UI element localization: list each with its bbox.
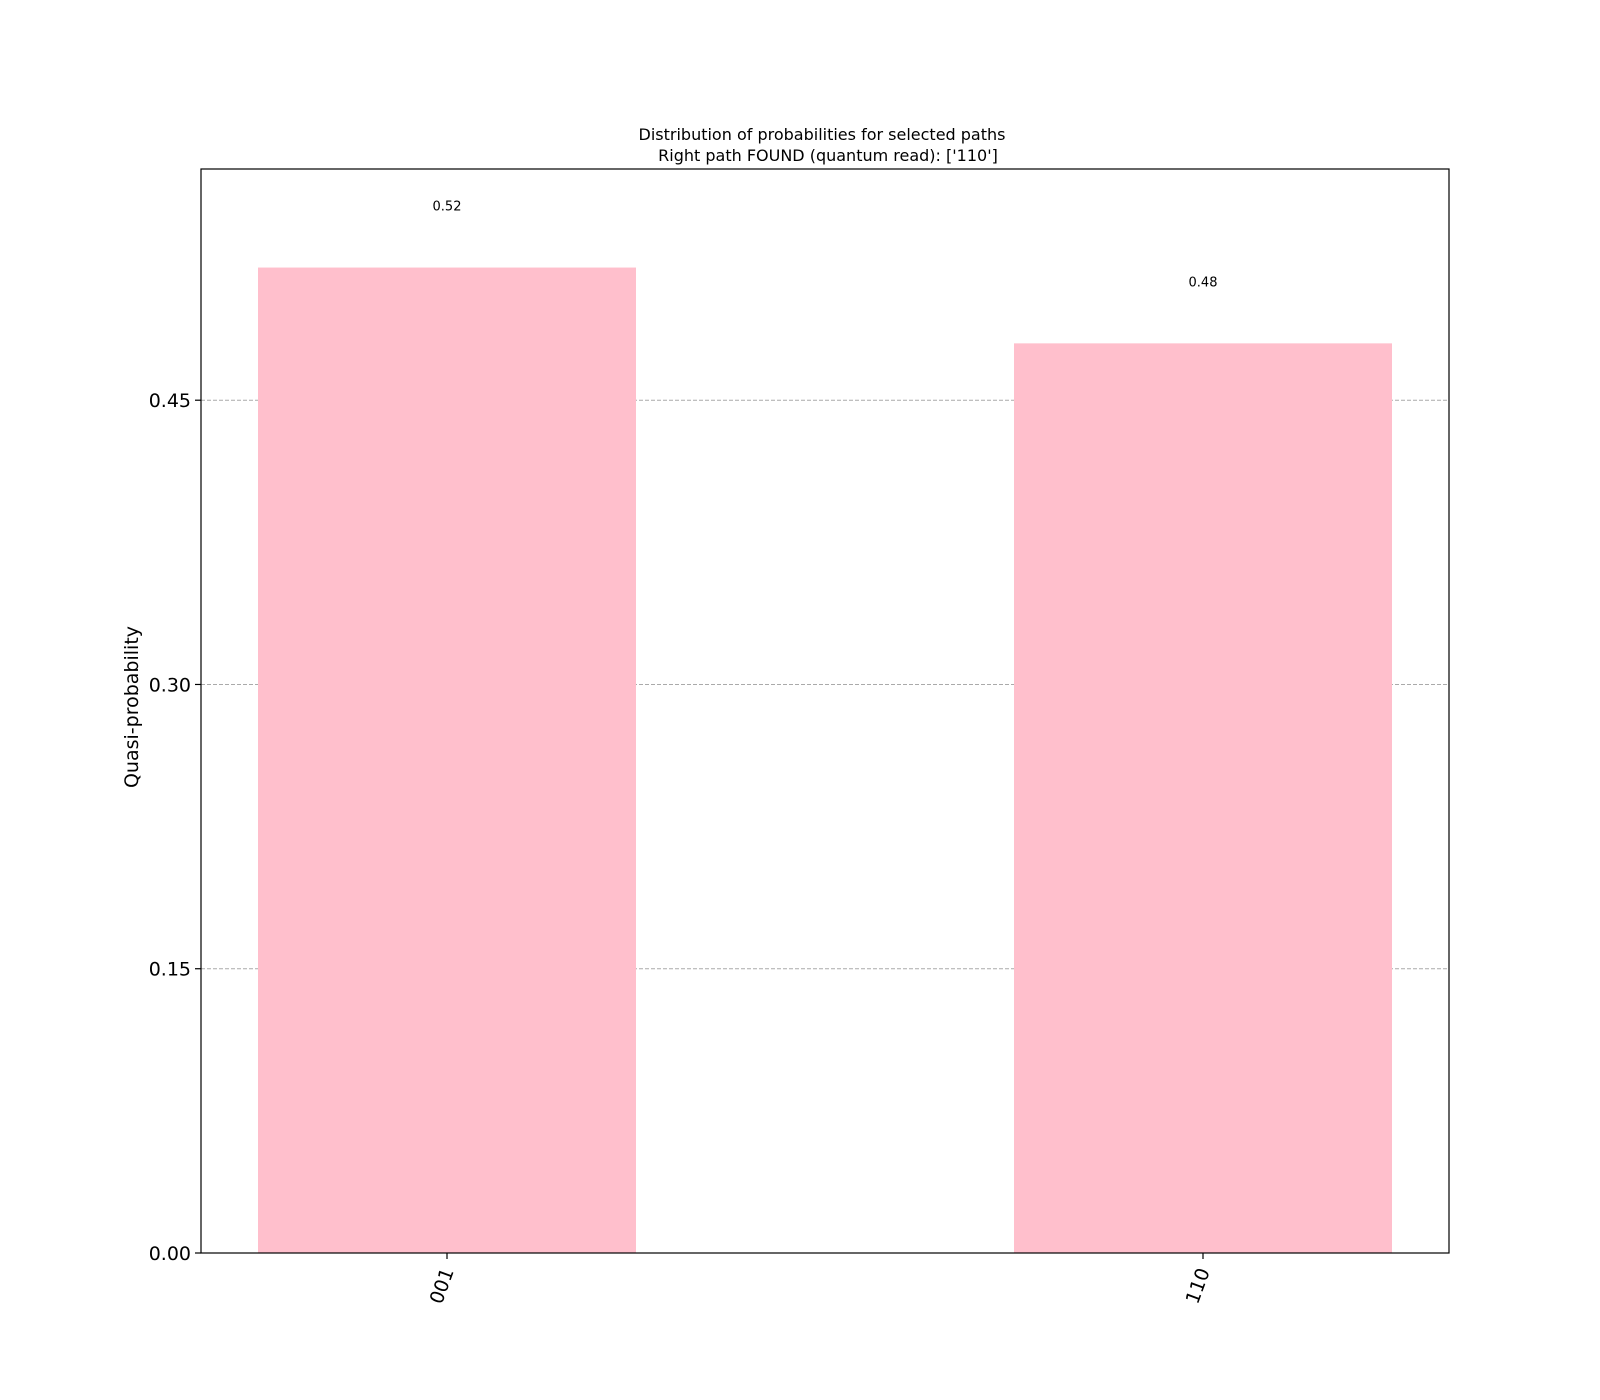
x-tick-label: 110 [1182,1265,1215,1307]
chart-subtitle: Right path FOUND (quantum read): ['110'] [658,146,998,165]
value-labels: 0.52 0.48 [433,200,1218,291]
bar-110 [1014,343,1392,1254]
y-axis-label: Quasi-probability [121,626,143,788]
y-axis-ticks: 0.00 0.15 0.30 0.45 [149,390,201,1265]
plot-area-frame [200,168,1450,1254]
y-tick-label: 0.15 [149,959,191,981]
y-tick-label: 0.00 [149,1243,191,1265]
bars [258,267,1392,1254]
y-tick-label: 0.30 [149,674,191,696]
x-tick-label: 001 [426,1265,459,1307]
bar-value-label: 0.48 [1189,275,1218,290]
x-axis-ticks: 001 110 [426,1253,1215,1307]
y-tick-label: 0.45 [149,390,191,412]
bar-value-label: 0.52 [433,200,462,215]
chart-title: Distribution of probabilities for select… [639,125,1006,144]
bar-001 [258,267,636,1254]
